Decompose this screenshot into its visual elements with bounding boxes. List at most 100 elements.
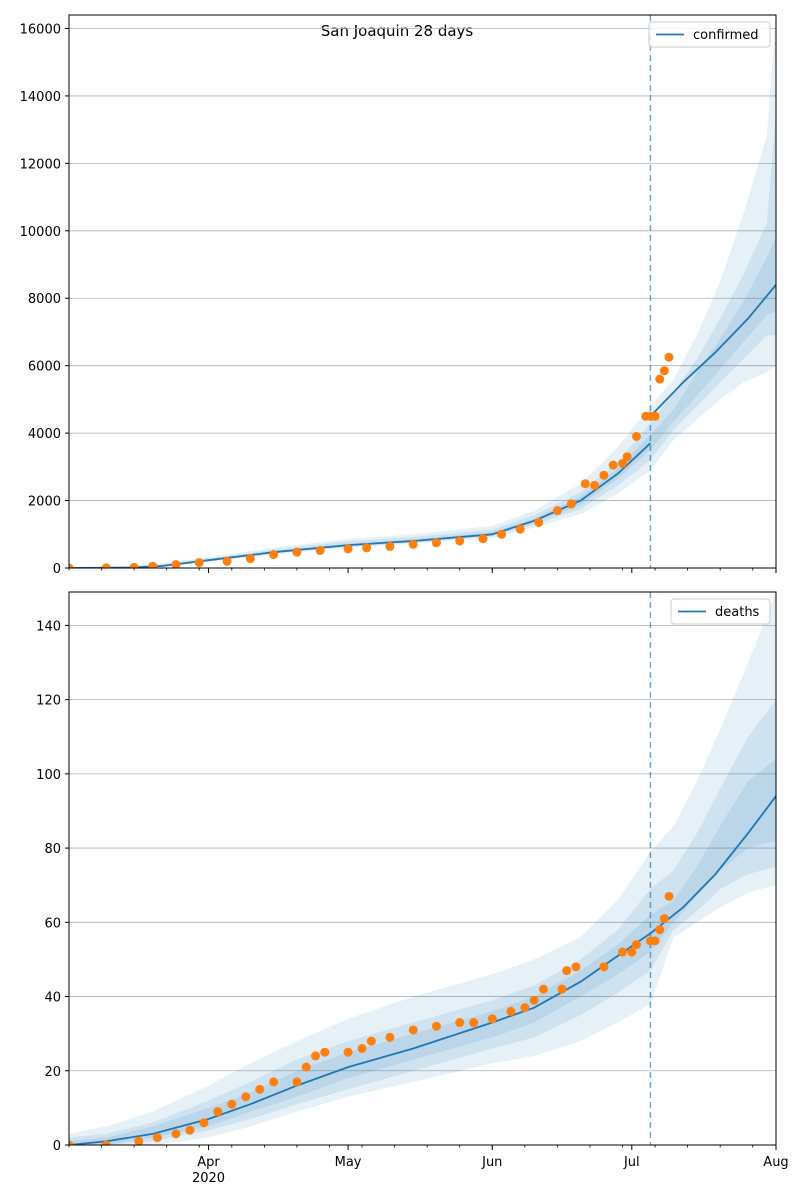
observed-point xyxy=(213,1107,223,1117)
y-tick-label: 20 xyxy=(44,1065,61,1080)
observed-point xyxy=(655,374,665,384)
observed-point xyxy=(562,966,572,976)
observed-point xyxy=(650,936,660,946)
uncertainty-band xyxy=(69,699,776,1145)
x-tick-label: Aug xyxy=(763,1155,788,1170)
observed-point xyxy=(571,962,581,972)
observed-point xyxy=(557,984,567,994)
legend-label: confirmed xyxy=(693,28,759,43)
observed-point xyxy=(408,1025,418,1035)
observed-point xyxy=(455,1018,465,1028)
uncertainty-band xyxy=(69,112,776,568)
x-tick-label: Jul xyxy=(623,1155,640,1170)
observed-point xyxy=(222,556,232,566)
observed-point xyxy=(152,1133,162,1143)
y-tick-label: 4000 xyxy=(28,427,61,442)
observed-point xyxy=(664,891,674,901)
observed-point xyxy=(631,940,641,950)
observed-point xyxy=(664,352,674,362)
y-tick-label: 40 xyxy=(44,991,61,1006)
observed-point xyxy=(650,411,660,421)
observed-point xyxy=(608,460,618,470)
legend: deaths xyxy=(670,598,771,625)
observed-point xyxy=(566,499,576,509)
observed-point xyxy=(408,539,418,549)
fit-median-line xyxy=(69,932,651,1145)
y-tick-label: 16000 xyxy=(20,22,61,37)
observed-point xyxy=(171,560,181,568)
x-tick-year-label: 2020 xyxy=(192,1171,225,1186)
observed-point xyxy=(343,1047,353,1057)
observed-point xyxy=(311,1051,321,1061)
observed-point xyxy=(478,534,488,544)
plot-area xyxy=(69,15,776,568)
x-tick-label: Apr xyxy=(197,1155,220,1170)
observed-point xyxy=(194,558,204,568)
legend-label: deaths xyxy=(715,605,760,620)
forecast-median-line xyxy=(649,795,776,935)
observed-point xyxy=(292,547,302,557)
observed-point xyxy=(618,947,628,957)
observed-point xyxy=(529,995,539,1005)
observed-point xyxy=(148,561,158,568)
uncertainty-band xyxy=(69,759,776,1145)
uncertainty-band xyxy=(69,592,776,1145)
observed-point xyxy=(199,1118,209,1128)
legend-box xyxy=(648,21,771,48)
observed-point xyxy=(343,544,353,554)
observed-point xyxy=(245,554,255,564)
axes-frame xyxy=(68,14,777,569)
observed-point xyxy=(366,1036,376,1046)
y-tick-label: 12000 xyxy=(20,157,61,172)
observed-point xyxy=(301,1062,311,1072)
observed-point xyxy=(469,1018,479,1028)
forecast-median-line xyxy=(649,284,776,417)
observed-point xyxy=(320,1047,330,1057)
axes-frame xyxy=(68,591,777,1146)
observed-point xyxy=(227,1099,237,1109)
panel-confirmed: 0 2000 4000 6000 8000 10000 12000 14000 16000 con… xyxy=(20,14,777,577)
observed-point xyxy=(431,538,441,548)
observed-point xyxy=(101,563,111,568)
uncertainty-band xyxy=(69,15,776,568)
x-tick-label: May xyxy=(335,1155,362,1170)
observed-point xyxy=(515,524,525,534)
y-tick-label: 100 xyxy=(36,768,61,783)
observed-point xyxy=(241,1092,251,1102)
observed-point xyxy=(129,562,139,568)
y-tick-label: 80 xyxy=(44,842,61,857)
observed-point xyxy=(431,1021,441,1031)
observed-point xyxy=(357,1044,367,1054)
observed-point xyxy=(101,1140,111,1145)
y-tick-label: 0 xyxy=(53,1139,61,1154)
observed-point xyxy=(599,470,609,480)
observed-point xyxy=(69,563,74,568)
y-tick-label: 14000 xyxy=(20,90,61,105)
observed-point xyxy=(627,947,637,957)
observed-point xyxy=(315,545,325,555)
observed-point xyxy=(269,1077,279,1087)
y-tick-label: 0 xyxy=(53,562,61,577)
observed-point xyxy=(506,1006,516,1016)
y-tick-label: 6000 xyxy=(28,360,61,375)
x-tick-label: Jun xyxy=(481,1155,502,1170)
y-tick-label: 2000 xyxy=(28,495,61,510)
y-tick-label: 120 xyxy=(36,694,61,709)
observed-point xyxy=(185,1125,195,1135)
observed-point xyxy=(385,541,395,551)
observed-point xyxy=(618,458,628,468)
observed-point xyxy=(171,1129,181,1139)
observed-point xyxy=(255,1084,265,1094)
y-tick-label: 60 xyxy=(44,916,61,931)
figure-title: San Joaquin 28 days xyxy=(321,22,474,40)
observed-point xyxy=(659,366,669,376)
observed-point xyxy=(385,1032,395,1042)
observed-point xyxy=(659,914,669,924)
observed-point xyxy=(655,925,665,935)
observed-point xyxy=(292,1077,302,1087)
observed-point xyxy=(631,431,641,441)
observed-point xyxy=(590,480,600,490)
y-tick-label: 8000 xyxy=(28,292,61,307)
observed-point xyxy=(69,1140,74,1145)
